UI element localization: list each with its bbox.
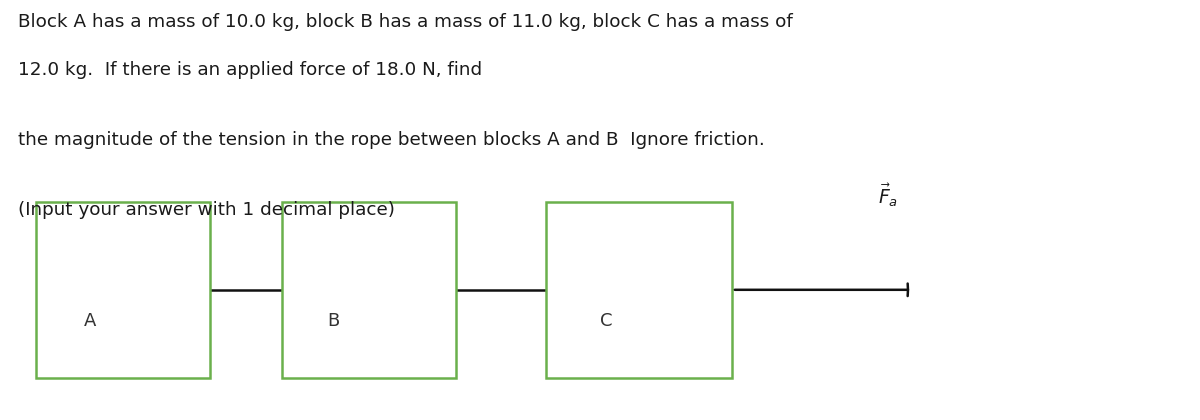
- Text: C: C: [600, 312, 612, 330]
- Text: 12.0 kg.  If there is an applied force of 18.0 N, find: 12.0 kg. If there is an applied force of…: [18, 61, 482, 79]
- Text: Block A has a mass of 10.0 kg, block B has a mass of 11.0 kg, block C has a mass: Block A has a mass of 10.0 kg, block B h…: [18, 13, 793, 31]
- Text: B: B: [328, 312, 340, 330]
- Text: A: A: [84, 312, 96, 330]
- Text: (Input your answer with 1 decimal place): (Input your answer with 1 decimal place): [18, 201, 395, 219]
- Text: $\vec{F}_a$: $\vec{F}_a$: [878, 181, 898, 209]
- Bar: [36, 202, 210, 378]
- Text: the magnitude of the tension in the rope between blocks A and B  Ignore friction: the magnitude of the tension in the rope…: [18, 131, 764, 149]
- Bar: [546, 202, 732, 378]
- Bar: [282, 202, 456, 378]
